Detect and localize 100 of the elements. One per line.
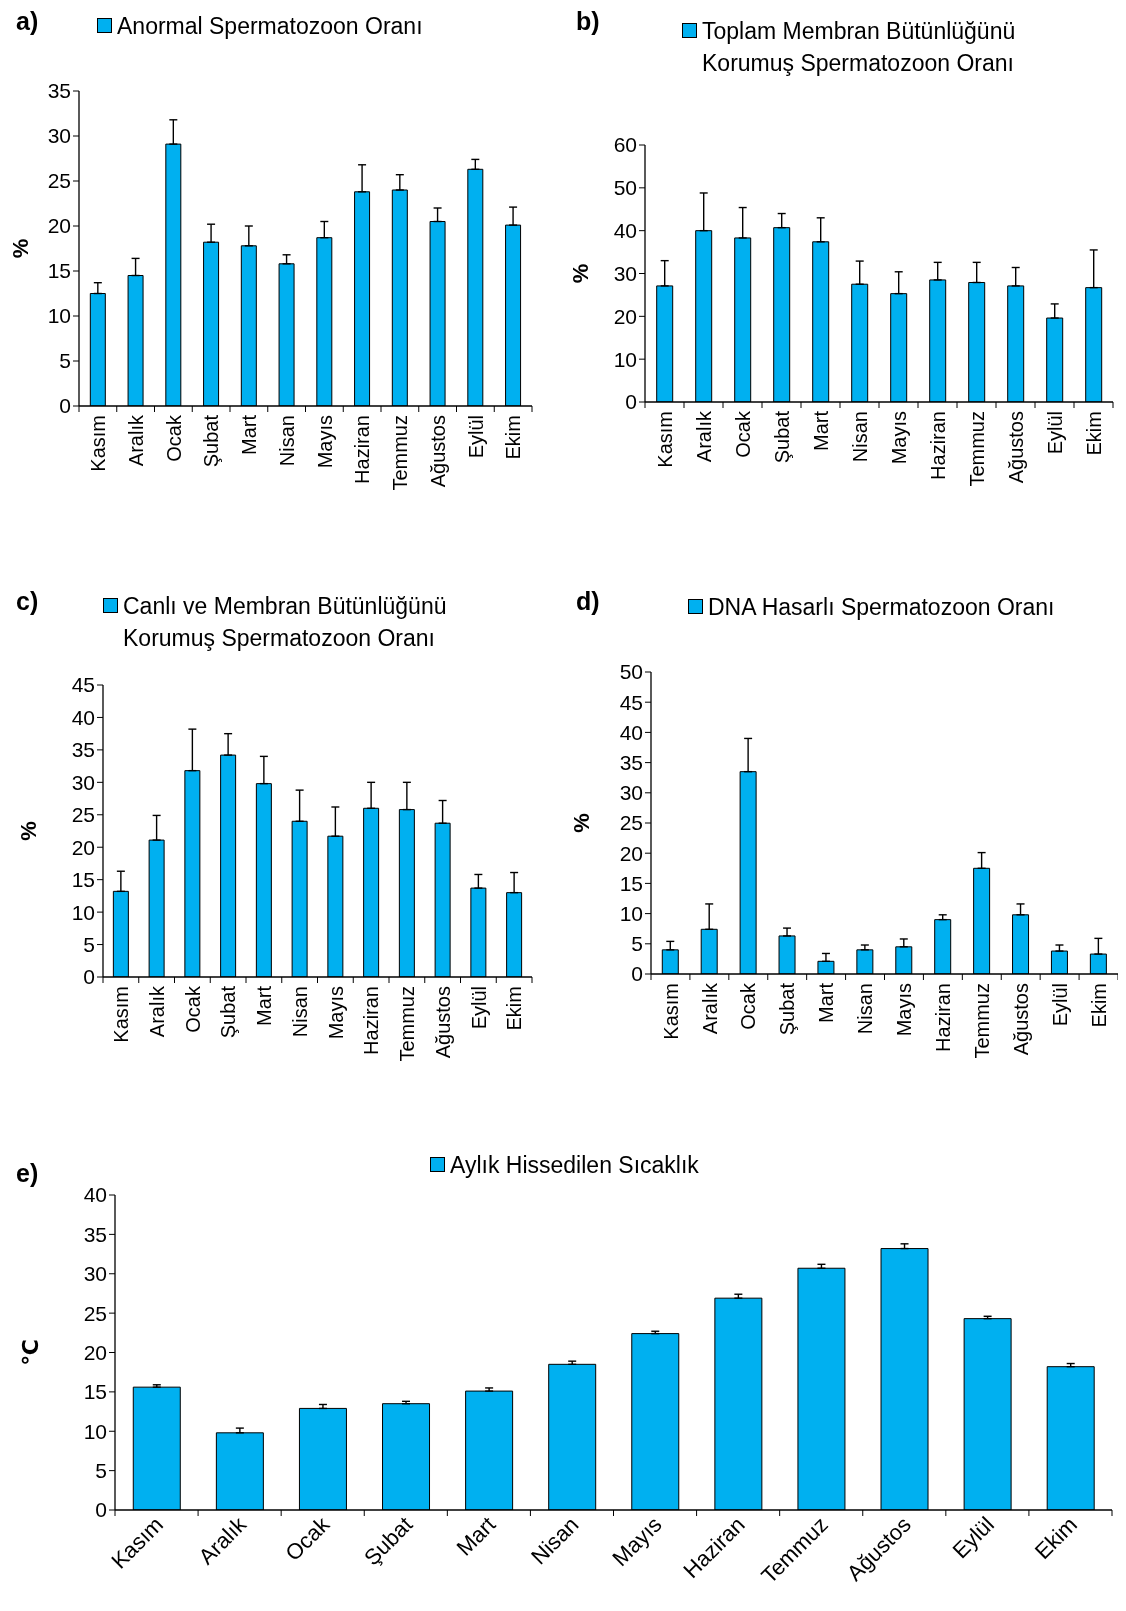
legend-label: Aylık Hissedilen Sıcaklık bbox=[450, 1151, 699, 1180]
x-tick-label: Kasım bbox=[653, 411, 676, 468]
y-tick-label: 50 bbox=[613, 176, 637, 200]
x-tick-label: Ocak bbox=[731, 410, 754, 458]
y-tick-label: 15 bbox=[83, 1380, 107, 1404]
y-tick-label: 5 bbox=[631, 932, 643, 956]
y-tick-label: 20 bbox=[83, 1340, 107, 1364]
y-tick-label: 15 bbox=[619, 871, 643, 895]
x-tick-label: Ekim bbox=[502, 415, 525, 460]
legend-label: Anormal Spermatozoon Oranı bbox=[117, 12, 423, 41]
x-tick-label: Şubat bbox=[200, 414, 223, 468]
chart-title: c) bbox=[16, 586, 39, 616]
y-tick-label: 20 bbox=[71, 835, 95, 859]
legend-label: DNA Hasarlı Spermatozoon Oranı bbox=[708, 593, 1055, 622]
y-tick-label: 45 bbox=[619, 690, 643, 714]
legend-label: Canlı ve Membran Bütünlüğünü Korumuş Spermatozoon Oranı bbox=[123, 592, 448, 653]
y-tick-label: 10 bbox=[71, 900, 95, 924]
x-tick-label: Ocak bbox=[162, 414, 185, 462]
x-tick-label: Temmuz bbox=[389, 415, 412, 491]
y-tick-label: 45 bbox=[71, 673, 95, 697]
y-tick-label: 35 bbox=[83, 1222, 107, 1246]
legend-label: Toplam Membran Bütünlüğünü Korumuş Spermatozoon Oranı bbox=[702, 17, 1017, 78]
x-tick-label: Şubat bbox=[776, 982, 799, 1036]
chart-title: d) bbox=[576, 586, 600, 616]
x-tick-label: Şubat bbox=[217, 985, 240, 1039]
x-tick-label: Mart bbox=[238, 414, 261, 455]
y-tick-label: 20 bbox=[47, 214, 71, 238]
x-tick-label: Haziran bbox=[360, 986, 383, 1055]
x-tick-label: Ağustos bbox=[431, 986, 454, 1059]
x-tick-label: Aralık bbox=[145, 985, 168, 1038]
x-tick-label: Nisan bbox=[854, 983, 877, 1035]
x-tick-label: Ekim bbox=[1082, 411, 1105, 456]
x-tick-label: Ağustos bbox=[1009, 983, 1032, 1056]
y-tick-label: 5 bbox=[95, 1459, 107, 1483]
y-tick-label: 15 bbox=[47, 259, 71, 283]
x-tick-label: Aralık bbox=[698, 982, 721, 1035]
y-axis-title: % bbox=[7, 238, 33, 259]
y-tick-label: 0 bbox=[83, 965, 95, 989]
x-tick-label: Eylül bbox=[467, 986, 490, 1030]
x-tick-label: Mart bbox=[815, 982, 838, 1023]
x-tick-label: Kasım bbox=[659, 983, 682, 1040]
y-tick-label: 50 bbox=[619, 660, 643, 684]
y-tick-label: 0 bbox=[631, 962, 643, 986]
y-tick-label: 30 bbox=[47, 124, 71, 148]
y-axis-title: % bbox=[568, 813, 594, 833]
y-axis-title: ℃ bbox=[17, 1339, 43, 1366]
y-tick-label: 30 bbox=[71, 770, 95, 794]
x-tick-label: Ekim bbox=[503, 986, 526, 1031]
x-tick-label: Mayıs bbox=[887, 411, 910, 465]
y-tick-label: 10 bbox=[47, 304, 71, 328]
y-tick-label: 10 bbox=[619, 902, 643, 926]
y-tick-label: 40 bbox=[83, 1183, 107, 1207]
y-axis-title: % bbox=[15, 821, 41, 841]
x-tick-label: Ağustos bbox=[1004, 411, 1027, 484]
x-tick-label: Aralık bbox=[692, 410, 715, 463]
x-tick-label: Kasım bbox=[110, 986, 133, 1043]
y-tick-label: 35 bbox=[47, 79, 71, 103]
y-tick-label: 5 bbox=[59, 349, 71, 373]
chart-title: e) bbox=[16, 1158, 39, 1188]
y-tick-label: 40 bbox=[619, 720, 643, 744]
x-tick-label: Temmuz bbox=[970, 983, 993, 1059]
x-tick-label: Ocak bbox=[737, 982, 760, 1030]
y-tick-label: 25 bbox=[71, 803, 95, 827]
x-tick-label: Temmuz bbox=[965, 411, 988, 487]
x-tick-label: Mayıs bbox=[893, 983, 916, 1037]
y-tick-label: 25 bbox=[83, 1301, 107, 1325]
x-tick-label: Kasım bbox=[87, 415, 110, 472]
x-tick-label: Aralık bbox=[124, 414, 147, 467]
x-tick-label: Haziran bbox=[932, 983, 955, 1052]
x-tick-label: Ekim bbox=[1087, 983, 1110, 1028]
x-tick-label: Mayıs bbox=[324, 986, 347, 1040]
y-tick-label: 10 bbox=[613, 347, 637, 371]
y-tick-label: 35 bbox=[71, 738, 95, 762]
x-tick-label: Mart bbox=[253, 985, 276, 1026]
y-tick-label: 0 bbox=[59, 394, 71, 418]
x-tick-label: Şubat bbox=[770, 410, 793, 464]
x-tick-label: Nisan bbox=[275, 415, 298, 467]
y-tick-label: 25 bbox=[47, 169, 71, 193]
x-tick-label: Mayıs bbox=[313, 415, 336, 469]
y-tick-label: 40 bbox=[71, 705, 95, 729]
x-tick-label: Ağustos bbox=[426, 415, 449, 488]
x-tick-label: Haziran bbox=[926, 411, 949, 480]
y-tick-label: 20 bbox=[613, 304, 637, 328]
x-tick-label: Eylül bbox=[1048, 983, 1071, 1027]
y-tick-label: 15 bbox=[71, 868, 95, 892]
y-tick-label: 30 bbox=[83, 1262, 107, 1286]
x-tick-label: Nisan bbox=[288, 986, 311, 1038]
x-tick-label: Eylül bbox=[464, 415, 487, 459]
x-tick-label: Mart bbox=[809, 410, 832, 451]
y-tick-label: 25 bbox=[619, 811, 643, 835]
x-tick-label: Temmuz bbox=[396, 986, 419, 1062]
y-tick-label: 60 bbox=[613, 133, 637, 157]
x-tick-label: Eylül bbox=[1043, 411, 1066, 455]
y-tick-label: 5 bbox=[83, 933, 95, 957]
chart-title: b) bbox=[576, 7, 600, 36]
y-tick-label: 0 bbox=[95, 1498, 107, 1522]
x-tick-label: Haziran bbox=[351, 415, 374, 484]
x-tick-label: Ocak bbox=[181, 985, 204, 1033]
y-tick-label: 30 bbox=[613, 261, 637, 285]
chart-title: a) bbox=[16, 7, 39, 36]
